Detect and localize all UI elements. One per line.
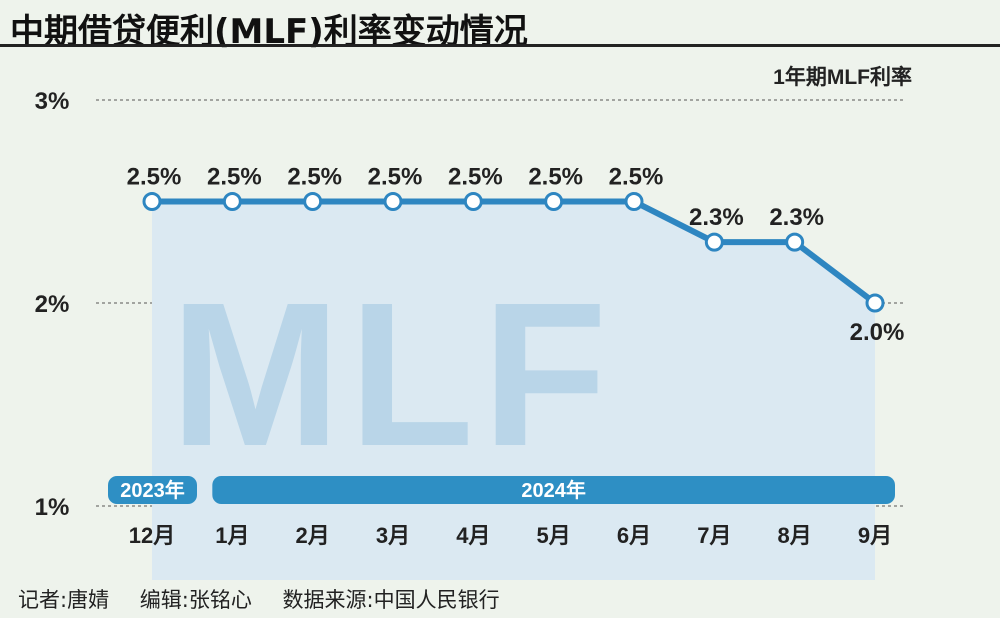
line-chart: MLF 2023年 2024年 3% 2% 1% 12月 1月 2月 3月 4月 5月 6月 7月 8… [35, 65, 912, 580]
year-band-label: 2023年 [120, 478, 185, 502]
year-band [212, 476, 896, 504]
data-point [383, 192, 403, 211]
credit-editor: 编辑:张铭心 [139, 588, 252, 612]
data-label: 2.3% [689, 204, 744, 231]
x-tick-label: 8月 [778, 523, 812, 548]
series-polyline [149, 198, 878, 306]
x-tick-label: 5月 [537, 523, 571, 548]
data-point [303, 192, 323, 211]
x-tick-label: 2月 [296, 523, 330, 548]
data-labels: 2.5% 2.5% 2.5% 2.5% 2.5% 2.5% 2.5% 2.3% 2.3% 2.0% [127, 164, 905, 347]
year-band [108, 476, 197, 504]
x-tick-label: 4月 [456, 523, 490, 548]
watermark-text: MLF [170, 260, 615, 489]
series-line [149, 198, 878, 306]
credit-source: 数据来源:中国人民银行 [282, 588, 500, 612]
watermark: MLF [170, 260, 615, 489]
x-tick-label: 7月 [697, 523, 731, 548]
data-point [865, 293, 885, 313]
data-point [704, 232, 724, 252]
data-label: 2.5% [609, 164, 664, 191]
data-point [463, 192, 483, 211]
data-point [544, 192, 564, 211]
data-label: 2.0% [850, 319, 905, 346]
credit-reporter: 记者:唐婧 [18, 588, 110, 612]
data-point [785, 232, 805, 252]
x-tick-label: 3月 [376, 523, 410, 548]
credits: 记者:唐婧 编辑:张铭心 数据来源:中国人民银行 [18, 584, 524, 614]
x-axis-ticks: 12月 1月 2月 3月 4月 5月 6月 7月 8月 9月 [129, 523, 892, 548]
data-label: 2.5% [207, 164, 262, 191]
data-label: 2.5% [287, 164, 342, 191]
data-point [222, 192, 242, 211]
y-axis-ticks: 3% 2% 1% [35, 88, 70, 521]
data-label: 2.5% [368, 164, 423, 191]
data-label: 2.5% [528, 164, 583, 191]
data-label: 2.5% [448, 164, 503, 191]
year-band-label: 2024年 [521, 478, 586, 502]
year-bands: 2023年 2024年 [108, 476, 896, 504]
x-tick-label: 6月 [617, 523, 651, 548]
y-tick-label: 2% [35, 291, 70, 318]
x-tick-label: 12月 [129, 523, 175, 548]
legend-label: 1年期MLF利率 [773, 65, 912, 89]
data-label: 2.5% [127, 164, 182, 191]
title-divider [0, 44, 1000, 47]
x-tick-label: 1月 [215, 523, 249, 548]
y-tick-label: 3% [35, 88, 70, 115]
data-points [142, 192, 885, 313]
data-label: 2.3% [769, 204, 824, 231]
data-point [624, 192, 644, 211]
data-point [142, 192, 162, 211]
x-tick-label: 9月 [858, 523, 892, 548]
y-tick-label: 1% [35, 494, 70, 521]
